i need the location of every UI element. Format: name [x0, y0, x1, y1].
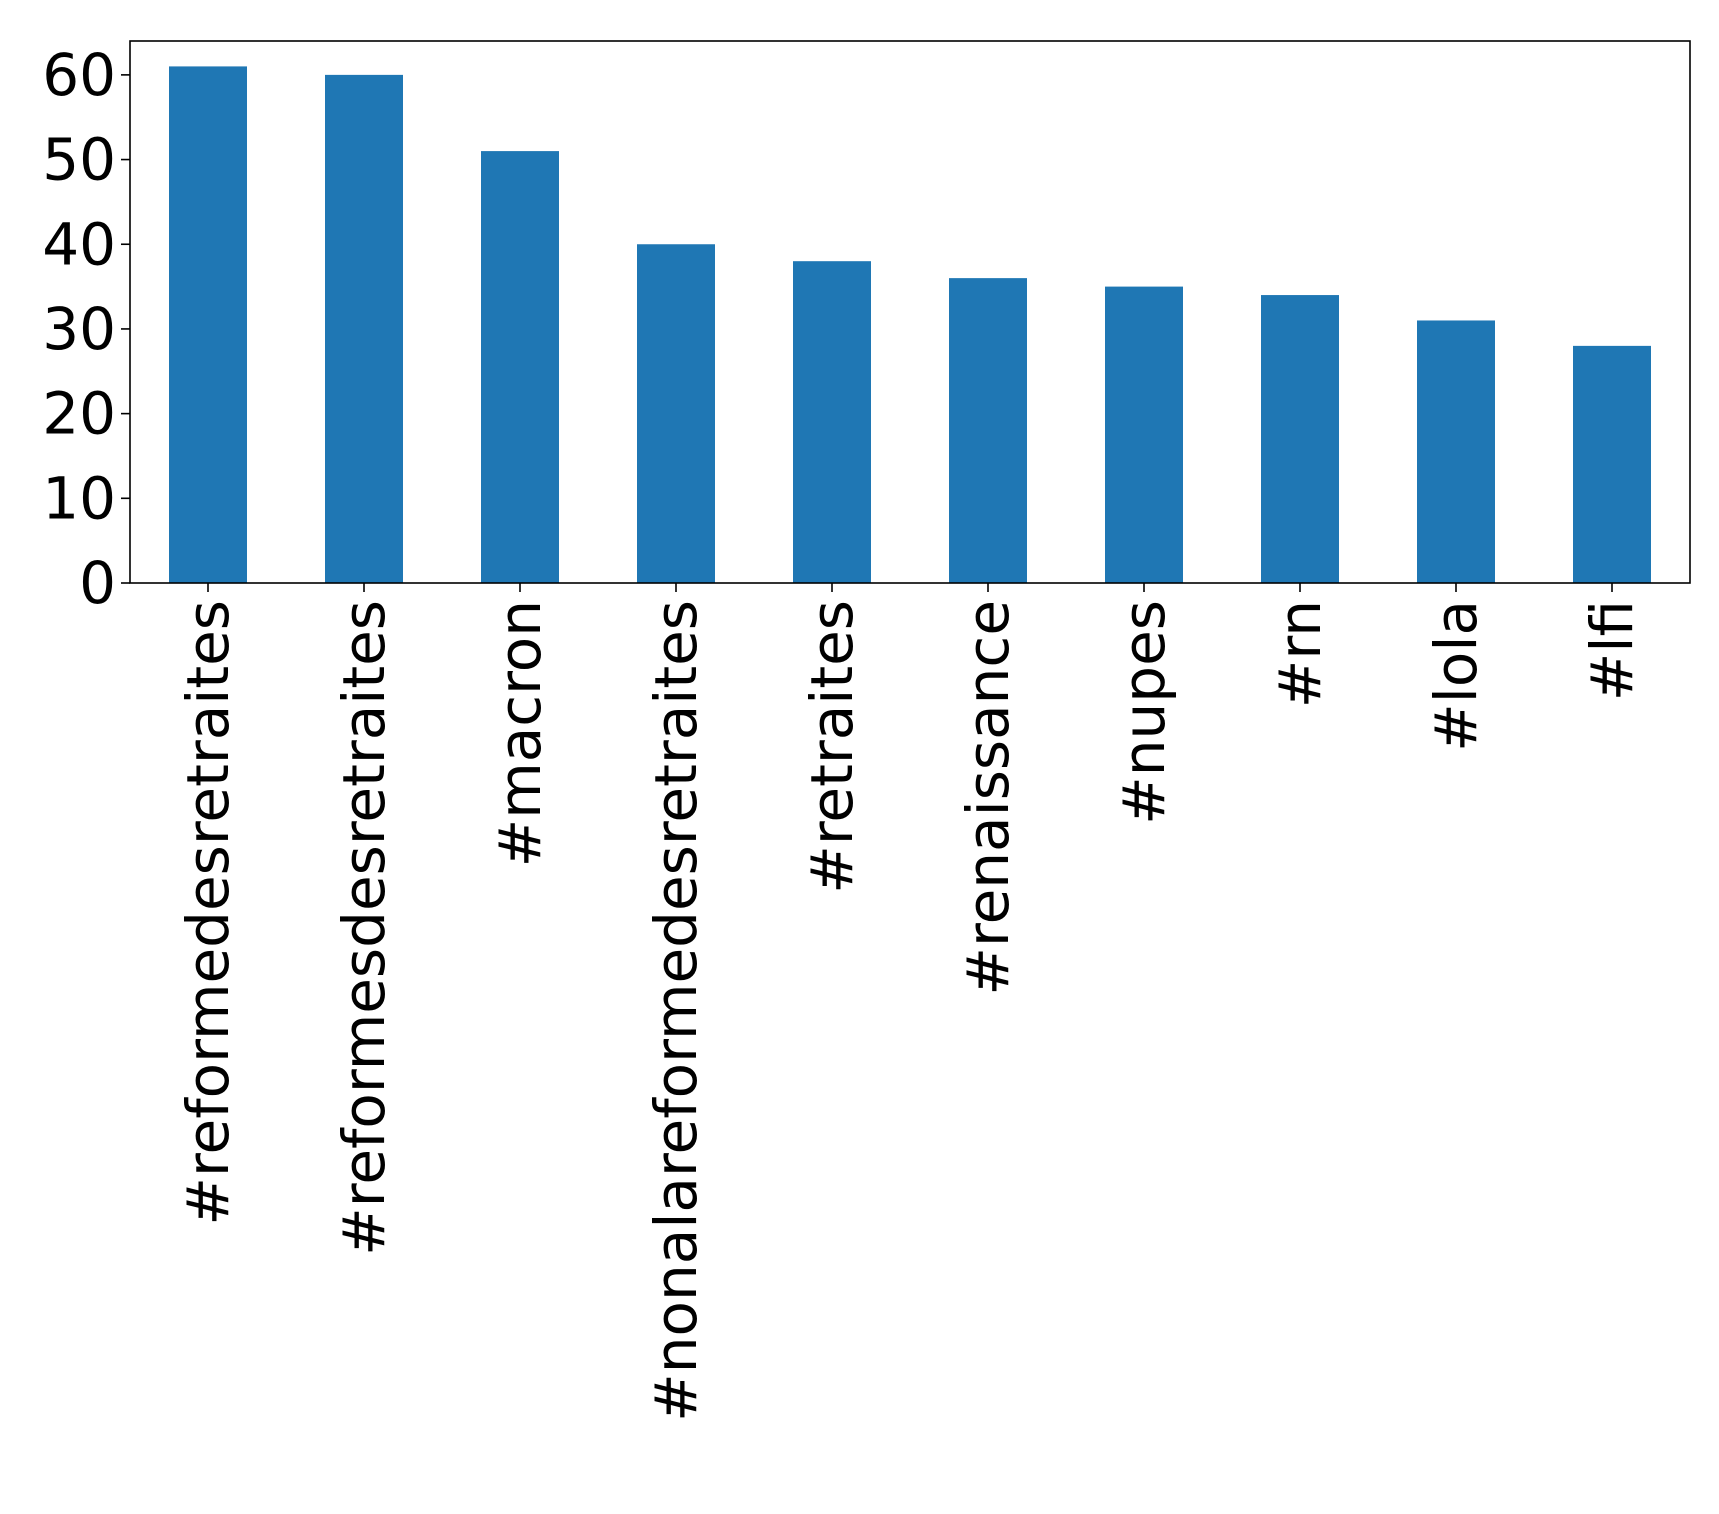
x-tick-label: #lfi	[1578, 600, 1646, 701]
x-tick-label: #nonalareformedesretraites	[642, 600, 710, 1422]
bar-reformedesretraites	[169, 66, 247, 583]
y-tick-label: 50	[42, 126, 116, 194]
x-tick-label: #reformedesretraites	[174, 600, 242, 1226]
bar-reformesdesretraites	[325, 74, 403, 583]
bar-macron	[481, 151, 559, 583]
bar-nonalareformedesretraites	[637, 244, 715, 583]
bars-layer	[169, 66, 1651, 583]
bar-lola	[1417, 320, 1495, 583]
x-axis: #reformedesretraites #reformesdesretraite…	[174, 583, 1646, 1422]
bar-lfi	[1573, 345, 1651, 583]
x-tick-label: #rn	[1266, 600, 1334, 708]
bar-renaissance	[949, 278, 1027, 583]
bar-rn	[1261, 295, 1339, 583]
bar-nupes	[1105, 286, 1183, 583]
y-tick-label: 60	[42, 41, 116, 109]
y-axis: 0 10 20 30 40 50 60	[42, 41, 130, 617]
x-tick-label: #macron	[486, 600, 554, 867]
x-tick-label: #nupes	[1110, 600, 1178, 825]
x-tick-label: #reformesdesretraites	[330, 600, 398, 1256]
y-tick-label: 10	[42, 464, 116, 532]
y-tick-label: 40	[42, 210, 116, 278]
y-tick-label: 20	[42, 380, 116, 448]
y-tick-label: 30	[42, 295, 116, 363]
y-tick-label: 0	[79, 549, 116, 617]
x-tick-label: #retraites	[798, 600, 866, 894]
bar-retraites	[793, 261, 871, 583]
plot-area-frame	[129, 40, 1691, 584]
x-tick-label: #renaissance	[954, 600, 1022, 996]
x-tick-label: #lola	[1422, 600, 1490, 752]
